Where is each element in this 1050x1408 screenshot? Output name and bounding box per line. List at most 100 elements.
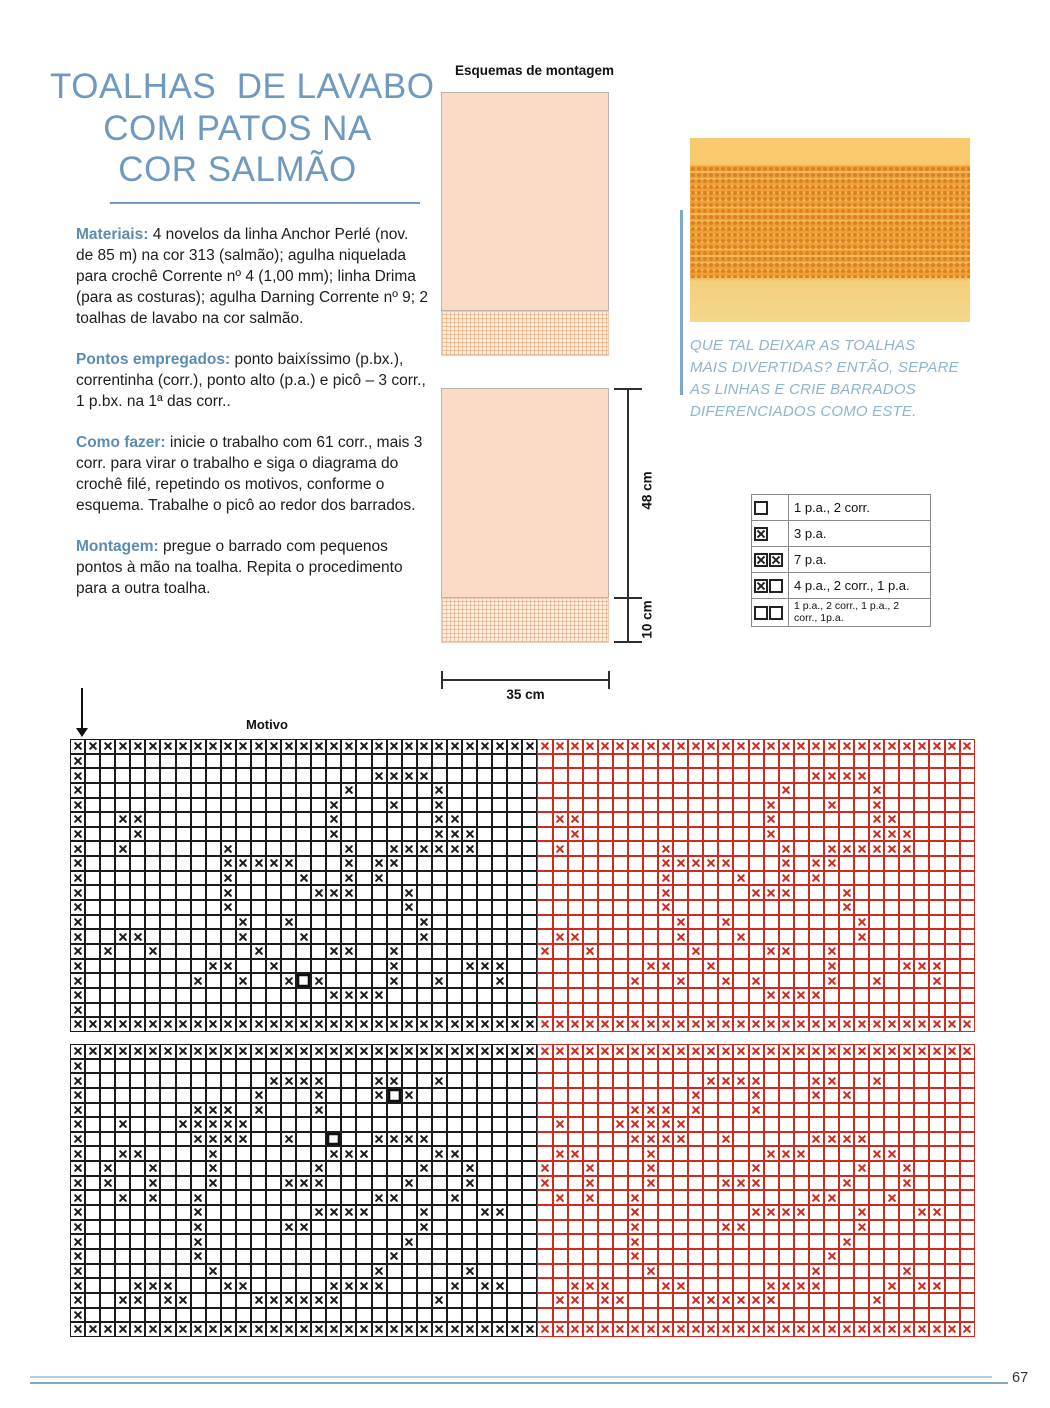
legend-symbol-cell (752, 521, 789, 546)
chart-cell (175, 856, 191, 871)
chart-cell (205, 753, 221, 769)
page-number: 67 (1012, 1370, 1029, 1386)
chart-cell (869, 1307, 885, 1323)
chart-cell (220, 987, 236, 1003)
chart-cell (401, 812, 417, 827)
chart-cell (371, 841, 387, 857)
chart-cell (326, 841, 342, 857)
chart-cell (838, 943, 855, 959)
chart-cell (401, 1017, 417, 1032)
chart-cell (552, 900, 568, 915)
legend-row: 7 p.a. (752, 547, 930, 573)
chart-cell (748, 841, 764, 857)
chart-cell (145, 1117, 161, 1132)
chart-cell (537, 1058, 553, 1074)
chart-cell (567, 973, 583, 988)
chart-cell (296, 885, 312, 901)
chart-cell (175, 1205, 191, 1220)
chart-cell (145, 812, 161, 827)
chart-cell (899, 841, 915, 857)
chart-cell (597, 1073, 613, 1088)
chart-cell (205, 1248, 221, 1264)
chart-cell (507, 1073, 523, 1088)
chart-cell (281, 958, 297, 974)
chart-cell (838, 768, 855, 783)
chart-cell (296, 1219, 312, 1235)
chart-cell (401, 1292, 417, 1308)
chart-cell (492, 929, 508, 944)
chart-cell (507, 782, 523, 798)
chart-cell (311, 885, 327, 901)
chart-cell (733, 1292, 749, 1308)
chart-cell (823, 1205, 839, 1220)
chart-cell (718, 870, 734, 886)
legend-symbol-cell (752, 547, 789, 572)
chart-cell (582, 1234, 598, 1249)
chart-cell (597, 1219, 613, 1235)
chart-cell (190, 943, 206, 959)
chart-cell (658, 929, 674, 944)
chart-cell (854, 1278, 870, 1293)
chart-cell (718, 1002, 734, 1018)
chart-cell (688, 768, 704, 783)
chart-cell (703, 856, 719, 871)
chart-cell (552, 797, 568, 813)
chart-cell (356, 739, 372, 754)
chart-cell (808, 1102, 824, 1118)
chart-cell (266, 973, 282, 988)
chart-cell (823, 739, 839, 754)
chart-cell (281, 739, 297, 754)
chart-cell (823, 797, 839, 813)
chart-cell (658, 943, 674, 959)
chart-cell (145, 1146, 161, 1162)
chart-cell (808, 973, 824, 988)
chart-cell (507, 1190, 523, 1206)
chart-cell (431, 797, 447, 813)
chart-cell (522, 1248, 538, 1264)
chart-cell (462, 1002, 478, 1018)
chart-cell (492, 958, 508, 974)
chart-cell (929, 768, 945, 783)
chart-cell (356, 1058, 372, 1074)
chart-cell (85, 914, 101, 930)
chart-cell (597, 1058, 613, 1074)
chart-cell (85, 812, 101, 827)
chart-cell (296, 1190, 312, 1206)
chart-cell (869, 812, 885, 827)
chart-cell (552, 1002, 568, 1018)
chart-cell (130, 1102, 146, 1118)
chart-cell (477, 1278, 493, 1293)
chart-cell (718, 1102, 734, 1118)
chart-cell (959, 797, 975, 813)
chart-cell (763, 958, 779, 974)
chart-cell (235, 1058, 251, 1074)
chart-cell (160, 841, 176, 857)
chart-cell (733, 753, 749, 769)
chart-cell (401, 943, 417, 959)
chart-cell (356, 1190, 372, 1206)
chart-cell (567, 1017, 583, 1032)
chart-cell (281, 1219, 297, 1235)
chart-cell (160, 1175, 176, 1191)
chart-cell (130, 1307, 146, 1323)
chart-cell (266, 1002, 282, 1018)
chart-cell (235, 958, 251, 974)
chart-cell (190, 973, 206, 988)
chart-cell (944, 1292, 960, 1308)
chart-cell (673, 812, 689, 827)
chart-cell (100, 943, 116, 959)
chart-cell (959, 826, 975, 842)
chart-cell (356, 900, 372, 915)
chart-cell (688, 1102, 704, 1118)
chart-cell (884, 958, 900, 974)
chart-cell (793, 1190, 809, 1206)
chart-cell (250, 929, 267, 944)
chart-cell (100, 900, 116, 915)
chart-cell (477, 1292, 493, 1308)
chart-cell (537, 929, 553, 944)
chart-cell (431, 1248, 447, 1264)
chart-cell (718, 914, 734, 930)
chart-cell (763, 870, 779, 886)
chart-cell (205, 987, 221, 1003)
chart-cell (582, 1278, 598, 1293)
